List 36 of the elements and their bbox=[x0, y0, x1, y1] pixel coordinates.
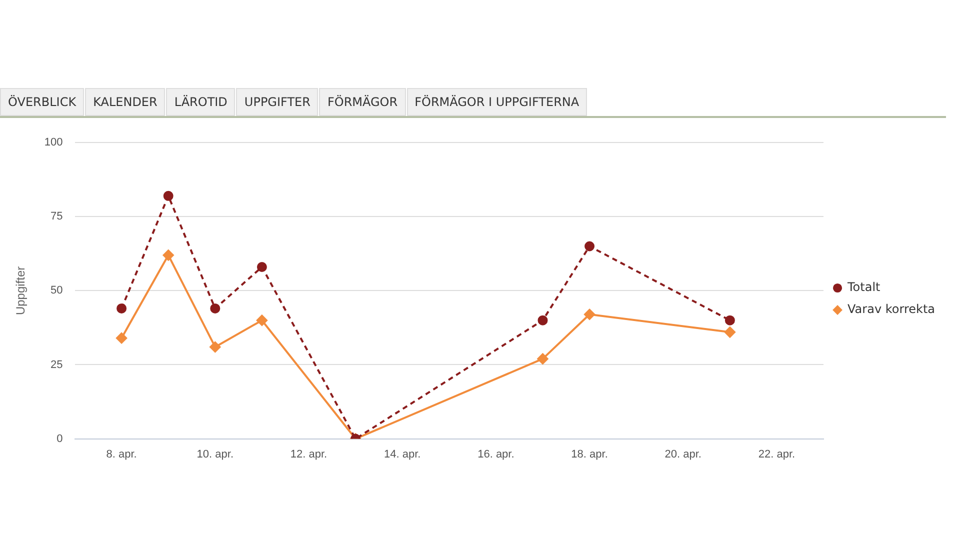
point bbox=[210, 341, 221, 352]
point bbox=[210, 303, 220, 314]
y-tick-label: 25 bbox=[50, 358, 63, 371]
point bbox=[538, 315, 548, 326]
y-tick-label: 0 bbox=[56, 432, 63, 445]
point bbox=[162, 250, 174, 261]
x-tick-label: 12. apr. bbox=[290, 448, 328, 460]
point bbox=[584, 308, 596, 320]
x-tick-label: 20. apr. bbox=[664, 448, 702, 460]
text: FÖRMÄGOR I UPPGIFTERNA bbox=[406, 88, 588, 116]
text: FÖRMÄGOR bbox=[319, 88, 406, 116]
text: ÖVERBLICK bbox=[0, 88, 84, 116]
legend-label: Varav korrekta bbox=[848, 302, 936, 316]
y-tick-label: 50 bbox=[50, 284, 63, 297]
point bbox=[537, 353, 548, 364]
text: UPPGIFTER bbox=[236, 88, 318, 116]
point bbox=[584, 241, 595, 252]
point bbox=[116, 332, 128, 344]
text: KALENDER bbox=[85, 88, 166, 116]
point bbox=[256, 262, 267, 272]
point bbox=[256, 314, 268, 326]
point bbox=[116, 303, 127, 314]
point bbox=[163, 190, 174, 201]
point bbox=[724, 315, 735, 326]
x-tick-label: 14. apr. bbox=[384, 448, 421, 460]
text: LÄROTID bbox=[166, 88, 236, 116]
point bbox=[724, 326, 736, 338]
y-axis-title: Uppgifter bbox=[14, 266, 28, 316]
x-tick-label: 8. apr. bbox=[106, 448, 137, 460]
x-tick-label: 10. apr. bbox=[196, 448, 234, 460]
x-tick-label: 22. apr. bbox=[758, 448, 796, 460]
legend-label: Totalt bbox=[846, 280, 881, 294]
y-tick-label: 100 bbox=[44, 136, 63, 149]
y-tick-label: 75 bbox=[50, 210, 63, 223]
x-tick-label: 16. apr. bbox=[478, 448, 514, 460]
x-tick-label: 18. apr. bbox=[571, 448, 608, 460]
